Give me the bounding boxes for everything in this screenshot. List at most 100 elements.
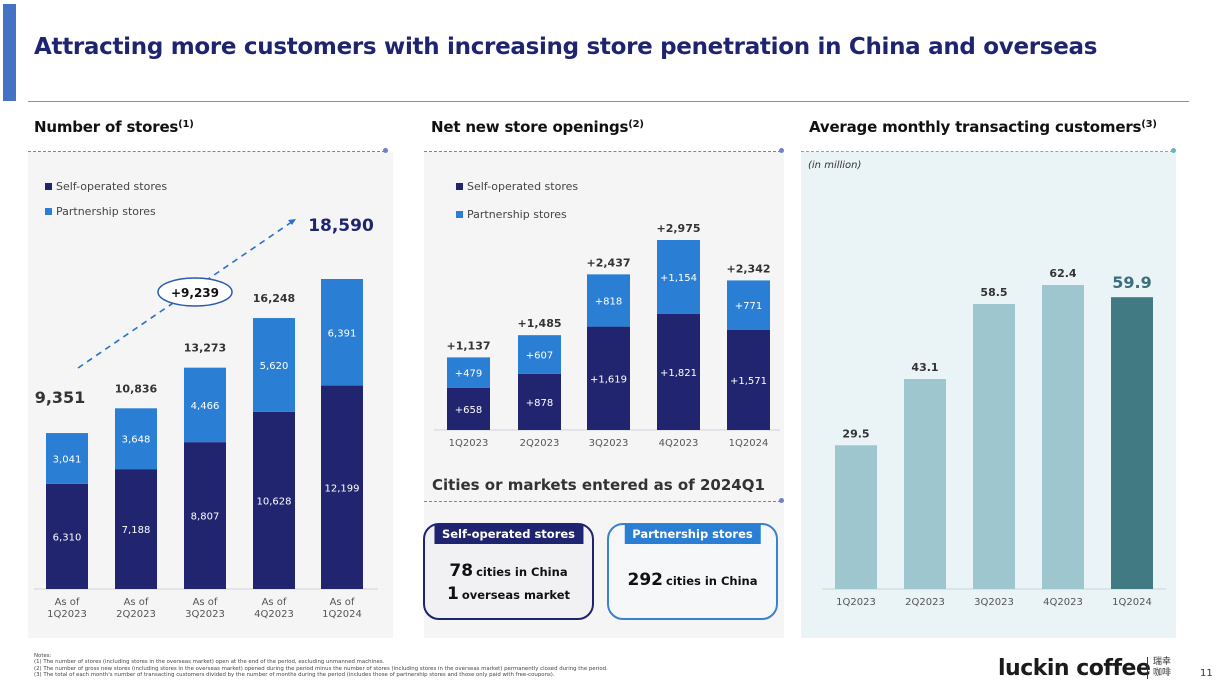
bar-self-operated <box>447 387 490 430</box>
self-cities-count: 78 <box>449 561 474 581</box>
category-label: 4Q2023 <box>1043 597 1083 608</box>
bar-label-self: 10,628 <box>257 496 292 507</box>
customers-footnote-ref: (3) <box>1141 119 1157 130</box>
category-label: 2Q2023 <box>520 438 560 449</box>
note-1: (1) The number of stores (including stor… <box>34 659 385 666</box>
category-label: 1Q2024 <box>729 438 769 449</box>
bar-label-partner: +1,154 <box>660 273 697 284</box>
cities-dashed-rule <box>424 498 784 503</box>
customers-title-text: Average monthly transacting customers <box>809 118 1142 136</box>
bar-label-self: +1,571 <box>730 376 767 387</box>
bar-partnership <box>657 240 700 314</box>
category-label-line1: As of <box>124 597 149 608</box>
partner-cities-text: cities in China <box>666 574 758 588</box>
category-label-line1: As of <box>193 597 218 608</box>
total-label: +1,485 <box>517 317 561 330</box>
bar-label-partner: +479 <box>455 369 482 380</box>
bar-partnership <box>184 367 226 443</box>
category-label-line2: 3Q2023 <box>185 609 225 620</box>
customers-unit-label: (in million) <box>808 160 862 171</box>
stores-section-title: Number of stores(1) <box>34 118 194 136</box>
category-label-line2: 1Q2024 <box>322 609 362 620</box>
bar-customers <box>1042 285 1084 589</box>
bar-self-operated <box>657 313 700 430</box>
openings-title-text: Net new store openings <box>431 118 629 136</box>
legend-swatch-partner <box>456 211 463 218</box>
total-label: +2,437 <box>586 256 630 269</box>
category-label: 1Q2024 <box>1112 597 1152 608</box>
growth-annotation-text: +9,239 <box>171 286 219 300</box>
bar-label-self: 7,188 <box>122 525 151 536</box>
logo-cn-line1: 瑞幸 <box>1153 657 1172 667</box>
page-title: Attracting more customers with increasin… <box>34 34 1098 60</box>
bar-customers <box>835 445 877 589</box>
bar-label-self: 8,807 <box>191 512 220 523</box>
partnership-tag: Partnership stores <box>624 524 761 544</box>
bar-self-operated <box>46 483 88 589</box>
cities-section-title: Cities or markets entered as of 2024Q1 <box>432 476 765 494</box>
bar-partnership <box>727 280 770 330</box>
footnotes: Notes: (1) The number of stores (includi… <box>34 653 608 679</box>
bar-label-partner: 3,041 <box>53 454 82 465</box>
luckin-logo-cn: 瑞幸 咖啡 <box>1147 657 1171 679</box>
bar-self-operated <box>253 411 295 589</box>
openings-legend-self: Self-operated stores <box>456 180 578 193</box>
bar-label-self: +878 <box>526 398 553 409</box>
total-label: 16,248 <box>253 292 295 305</box>
self-operated-cities-card: Self-operated stores 78 cities in China 1… <box>423 523 594 620</box>
category-label-line1: As of <box>55 597 80 608</box>
overseas-text: overseas market <box>461 588 570 602</box>
category-label: 1Q2023 <box>449 438 489 449</box>
bar-customers <box>904 379 946 589</box>
bar-self-operated <box>727 329 770 430</box>
value-label: 43.1 <box>911 361 938 374</box>
legend-label: Self-operated stores <box>467 180 579 193</box>
value-label: 29.5 <box>842 427 869 440</box>
bar-label-partner: 5,620 <box>260 361 289 372</box>
category-label: 2Q2023 <box>905 597 945 608</box>
bar-customers <box>973 304 1015 589</box>
stores-legend-self: Self-operated stores <box>45 180 167 193</box>
total-label: +2,342 <box>726 262 770 275</box>
bar-self-operated <box>184 442 226 589</box>
legend-swatch-partner <box>45 208 52 215</box>
value-label: 59.9 <box>1112 273 1151 292</box>
self-operated-tag: Self-operated stores <box>433 524 584 544</box>
growth-arrow-head <box>288 219 296 225</box>
stores-legend-partner: Partnership stores <box>45 205 156 218</box>
bar-label-self: 6,310 <box>53 532 82 543</box>
title-divider <box>28 101 1189 102</box>
growth-annotation-ellipse <box>157 277 233 307</box>
value-label: 62.4 <box>1049 267 1076 280</box>
bar-self-operated <box>321 385 363 589</box>
category-label-line2: 1Q2023 <box>47 609 87 620</box>
note-2: (2) The number of gross new stores (incl… <box>34 665 608 672</box>
customers-dashed-rule <box>801 148 1176 153</box>
partnership-cities-card: Partnership stores 292 cities in China <box>607 523 778 620</box>
bar-self-operated <box>115 469 157 589</box>
total-label: 18,590 <box>308 216 374 236</box>
stores-dashed-rule <box>28 148 388 153</box>
bar-label-partner: 6,391 <box>328 328 357 339</box>
legend-label: Partnership stores <box>467 208 567 221</box>
openings-section-title: Net new store openings(2) <box>431 118 644 136</box>
openings-footnote-ref: (2) <box>628 119 644 130</box>
note-3: (3) The total of each month's number of … <box>34 672 555 679</box>
legend-swatch-self <box>45 183 52 190</box>
category-label-line2: 2Q2023 <box>116 609 156 620</box>
stores-title-text: Number of stores <box>34 118 179 136</box>
bar-partnership <box>46 433 88 484</box>
partner-cities-count: 292 <box>627 570 664 590</box>
openings-dashed-rule <box>424 148 784 153</box>
category-label: 3Q2023 <box>974 597 1014 608</box>
luckin-logo: luckin coffee <box>998 656 1151 681</box>
total-label: 13,273 <box>184 342 226 355</box>
bar-partnership <box>518 335 561 374</box>
page-number: 11 <box>1200 668 1213 679</box>
overseas-count: 1 <box>446 584 459 604</box>
bar-label-self: 12,199 <box>325 483 360 494</box>
openings-legend-partner: Partnership stores <box>456 208 567 221</box>
category-label-line1: As of <box>262 597 287 608</box>
